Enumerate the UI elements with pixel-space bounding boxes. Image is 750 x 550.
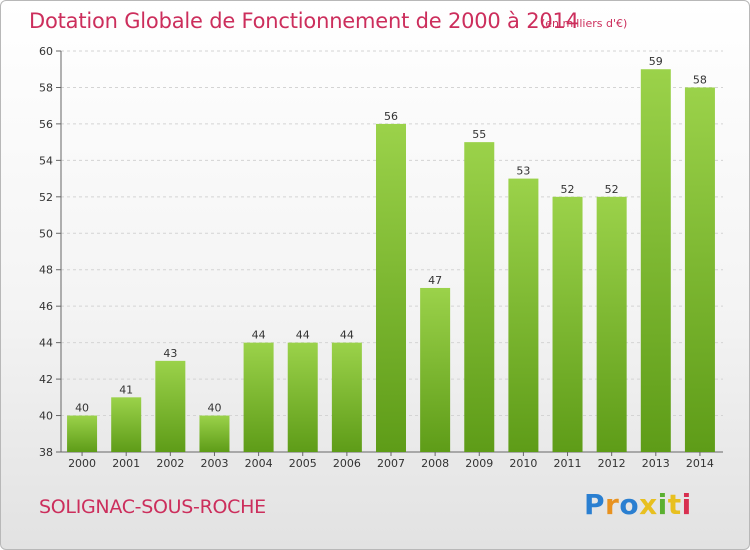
labels: 40 2000 41 2001 43 2002 40 2003 44 2004 44 2005 44 20… <box>68 55 714 470</box>
bar-value-label: 59 <box>649 55 663 68</box>
bar-value-label: 58 <box>693 73 707 86</box>
bar <box>596 196 627 452</box>
x-tick-label: 2008 <box>421 457 449 470</box>
bar <box>243 342 274 452</box>
y-tick-label: 38 <box>39 446 53 459</box>
x-tick-label: 2002 <box>156 457 184 470</box>
x-tick-label: 2001 <box>112 457 140 470</box>
bar-value-label: 40 <box>75 402 89 415</box>
x-tick-label: 2011 <box>554 457 582 470</box>
x-tick-label: 2012 <box>598 457 626 470</box>
x-tick-label: 2010 <box>509 457 537 470</box>
y-tick-label: 46 <box>39 300 53 313</box>
logo-letter: r <box>605 488 620 521</box>
bar-value-label: 43 <box>163 347 177 360</box>
x-tick-label: 2004 <box>245 457 273 470</box>
y-tick-label: 40 <box>39 410 53 423</box>
bar <box>199 415 230 452</box>
bar-value-label: 44 <box>296 329 310 342</box>
y-tick-label: 48 <box>39 264 53 277</box>
logo-letter: o <box>619 488 640 521</box>
bar-value-label: 44 <box>252 329 266 342</box>
y-tick-label: 42 <box>39 373 53 386</box>
bar <box>376 123 406 452</box>
x-tick-label: 2005 <box>289 457 317 470</box>
bar <box>155 360 186 452</box>
bar-value-label: 41 <box>119 383 133 396</box>
logo-letter: i <box>657 488 668 521</box>
x-tick-label: 2003 <box>200 457 228 470</box>
bar-value-label: 47 <box>428 274 442 287</box>
logo-letter: P <box>584 488 606 521</box>
logo-letter: t <box>667 488 682 521</box>
commune-name: SOLIGNAC-SOUS-ROCHE <box>39 496 266 518</box>
x-tick-label: 2009 <box>465 457 493 470</box>
bar <box>464 142 495 453</box>
chart-title: Dotation Globale de Fonctionnement de 20… <box>29 9 579 33</box>
bar-value-label: 56 <box>384 110 398 123</box>
y-tick-label: 52 <box>39 191 53 204</box>
y-tick-label: 50 <box>39 227 53 240</box>
bar <box>287 342 318 452</box>
bar <box>552 196 583 452</box>
proxiti-logo: Proxiti <box>584 488 692 521</box>
bar <box>331 342 362 452</box>
y-tick-label: 60 <box>39 45 53 58</box>
bar-value-label: 40 <box>207 402 221 415</box>
x-tick-label: 2006 <box>333 457 361 470</box>
bar <box>111 397 142 452</box>
bar-value-label: 52 <box>561 183 575 196</box>
y-tick-label: 56 <box>39 118 53 131</box>
bar-value-label: 44 <box>340 329 354 342</box>
y-tick-label: 54 <box>39 154 53 167</box>
logo-letter: i <box>681 488 692 521</box>
y-tick-label: 58 <box>39 81 53 94</box>
logo-letter: x <box>639 488 658 521</box>
bar-value-label: 53 <box>516 165 530 178</box>
bar <box>640 69 671 453</box>
bars <box>67 69 715 453</box>
x-tick-label: 2000 <box>68 457 96 470</box>
bar-value-label: 55 <box>472 128 486 141</box>
bar <box>67 415 98 452</box>
x-tick-label: 2007 <box>377 457 405 470</box>
bar <box>420 287 451 452</box>
x-tick-label: 2014 <box>686 457 714 470</box>
x-tick-label: 2013 <box>642 457 670 470</box>
chart-subtitle: (en milliers d'€) <box>541 17 628 30</box>
bar-value-label: 52 <box>605 183 619 196</box>
bar <box>508 178 539 452</box>
y-tick-label: 44 <box>39 337 53 350</box>
bar <box>684 87 715 453</box>
